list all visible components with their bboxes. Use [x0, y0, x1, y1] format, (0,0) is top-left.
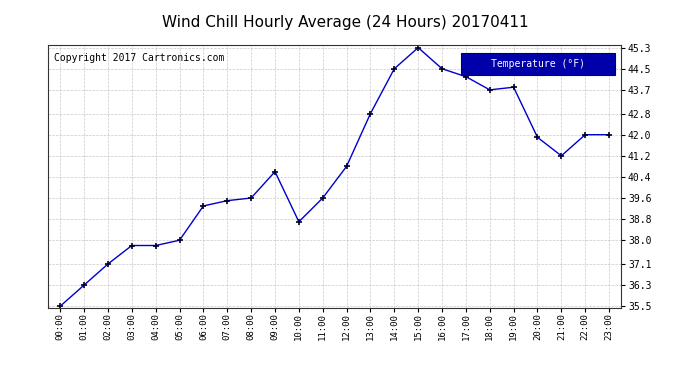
FancyBboxPatch shape	[461, 53, 615, 75]
Text: Wind Chill Hourly Average (24 Hours) 20170411: Wind Chill Hourly Average (24 Hours) 201…	[161, 15, 529, 30]
Text: Temperature (°F): Temperature (°F)	[491, 59, 585, 69]
Text: Copyright 2017 Cartronics.com: Copyright 2017 Cartronics.com	[54, 53, 224, 63]
